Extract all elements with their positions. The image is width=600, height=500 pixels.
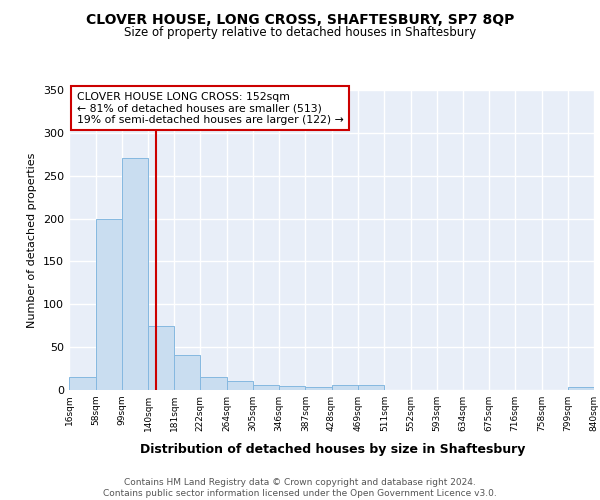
Bar [568, 388, 594, 390]
Text: Contains HM Land Registry data © Crown copyright and database right 2024.
Contai: Contains HM Land Registry data © Crown c… [103, 478, 497, 498]
Bar [96, 220, 122, 390]
Bar [227, 382, 253, 390]
Bar [305, 386, 331, 390]
Bar [174, 355, 200, 390]
Y-axis label: Number of detached properties: Number of detached properties [28, 152, 37, 328]
Bar [279, 386, 305, 390]
Bar [358, 385, 385, 390]
Bar [69, 377, 96, 390]
Bar [200, 377, 227, 390]
Text: CLOVER HOUSE, LONG CROSS, SHAFTESBURY, SP7 8QP: CLOVER HOUSE, LONG CROSS, SHAFTESBURY, S… [86, 12, 514, 26]
Bar [122, 158, 148, 390]
Bar [253, 385, 279, 390]
Bar [148, 326, 174, 390]
Text: Size of property relative to detached houses in Shaftesbury: Size of property relative to detached ho… [124, 26, 476, 39]
Text: CLOVER HOUSE LONG CROSS: 152sqm
← 81% of detached houses are smaller (513)
19% o: CLOVER HOUSE LONG CROSS: 152sqm ← 81% of… [77, 92, 344, 124]
Text: Distribution of detached houses by size in Shaftesbury: Distribution of detached houses by size … [140, 442, 526, 456]
Bar [331, 385, 358, 390]
